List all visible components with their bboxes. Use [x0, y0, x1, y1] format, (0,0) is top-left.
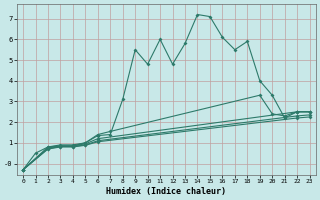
X-axis label: Humidex (Indice chaleur): Humidex (Indice chaleur) [106, 187, 226, 196]
